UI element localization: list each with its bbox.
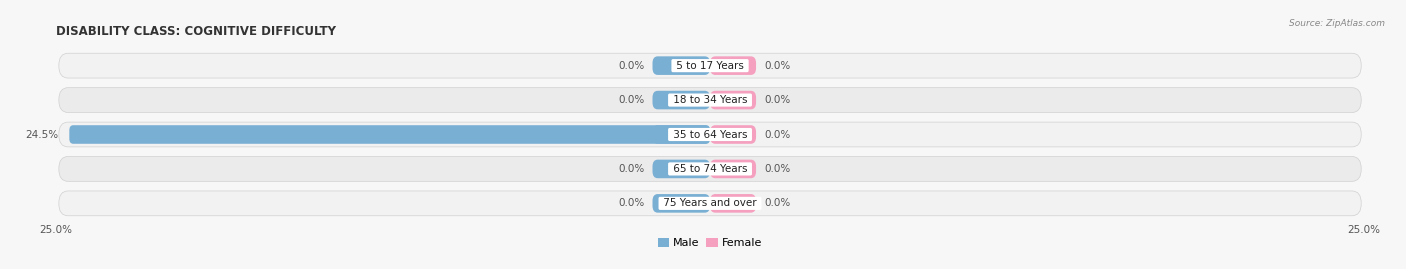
Text: DISABILITY CLASS: COGNITIVE DIFFICULTY: DISABILITY CLASS: COGNITIVE DIFFICULTY	[56, 25, 336, 38]
Text: 35 to 64 Years: 35 to 64 Years	[669, 129, 751, 140]
Text: 0.0%: 0.0%	[763, 164, 790, 174]
FancyBboxPatch shape	[652, 56, 710, 75]
FancyBboxPatch shape	[69, 125, 710, 144]
Text: 0.0%: 0.0%	[619, 164, 644, 174]
Text: 0.0%: 0.0%	[763, 95, 790, 105]
Text: 24.5%: 24.5%	[25, 129, 59, 140]
Text: 0.0%: 0.0%	[763, 61, 790, 71]
FancyBboxPatch shape	[652, 91, 710, 109]
FancyBboxPatch shape	[710, 160, 756, 178]
FancyBboxPatch shape	[59, 122, 1361, 147]
Text: 65 to 74 Years: 65 to 74 Years	[669, 164, 751, 174]
Text: 0.0%: 0.0%	[619, 198, 644, 208]
FancyBboxPatch shape	[59, 157, 1361, 181]
FancyBboxPatch shape	[652, 160, 710, 178]
FancyBboxPatch shape	[710, 194, 756, 213]
Text: 0.0%: 0.0%	[763, 198, 790, 208]
FancyBboxPatch shape	[652, 194, 710, 213]
FancyBboxPatch shape	[652, 125, 710, 144]
FancyBboxPatch shape	[59, 191, 1361, 216]
Legend: Male, Female: Male, Female	[654, 233, 766, 253]
Text: 0.0%: 0.0%	[619, 95, 644, 105]
Text: 18 to 34 Years: 18 to 34 Years	[669, 95, 751, 105]
Text: 75 Years and over: 75 Years and over	[659, 198, 761, 208]
Text: Source: ZipAtlas.com: Source: ZipAtlas.com	[1289, 19, 1385, 28]
FancyBboxPatch shape	[710, 125, 756, 144]
Text: 0.0%: 0.0%	[619, 61, 644, 71]
FancyBboxPatch shape	[59, 53, 1361, 78]
FancyBboxPatch shape	[710, 91, 756, 109]
Text: 0.0%: 0.0%	[763, 129, 790, 140]
FancyBboxPatch shape	[59, 88, 1361, 112]
Text: 5 to 17 Years: 5 to 17 Years	[673, 61, 747, 71]
FancyBboxPatch shape	[710, 56, 756, 75]
